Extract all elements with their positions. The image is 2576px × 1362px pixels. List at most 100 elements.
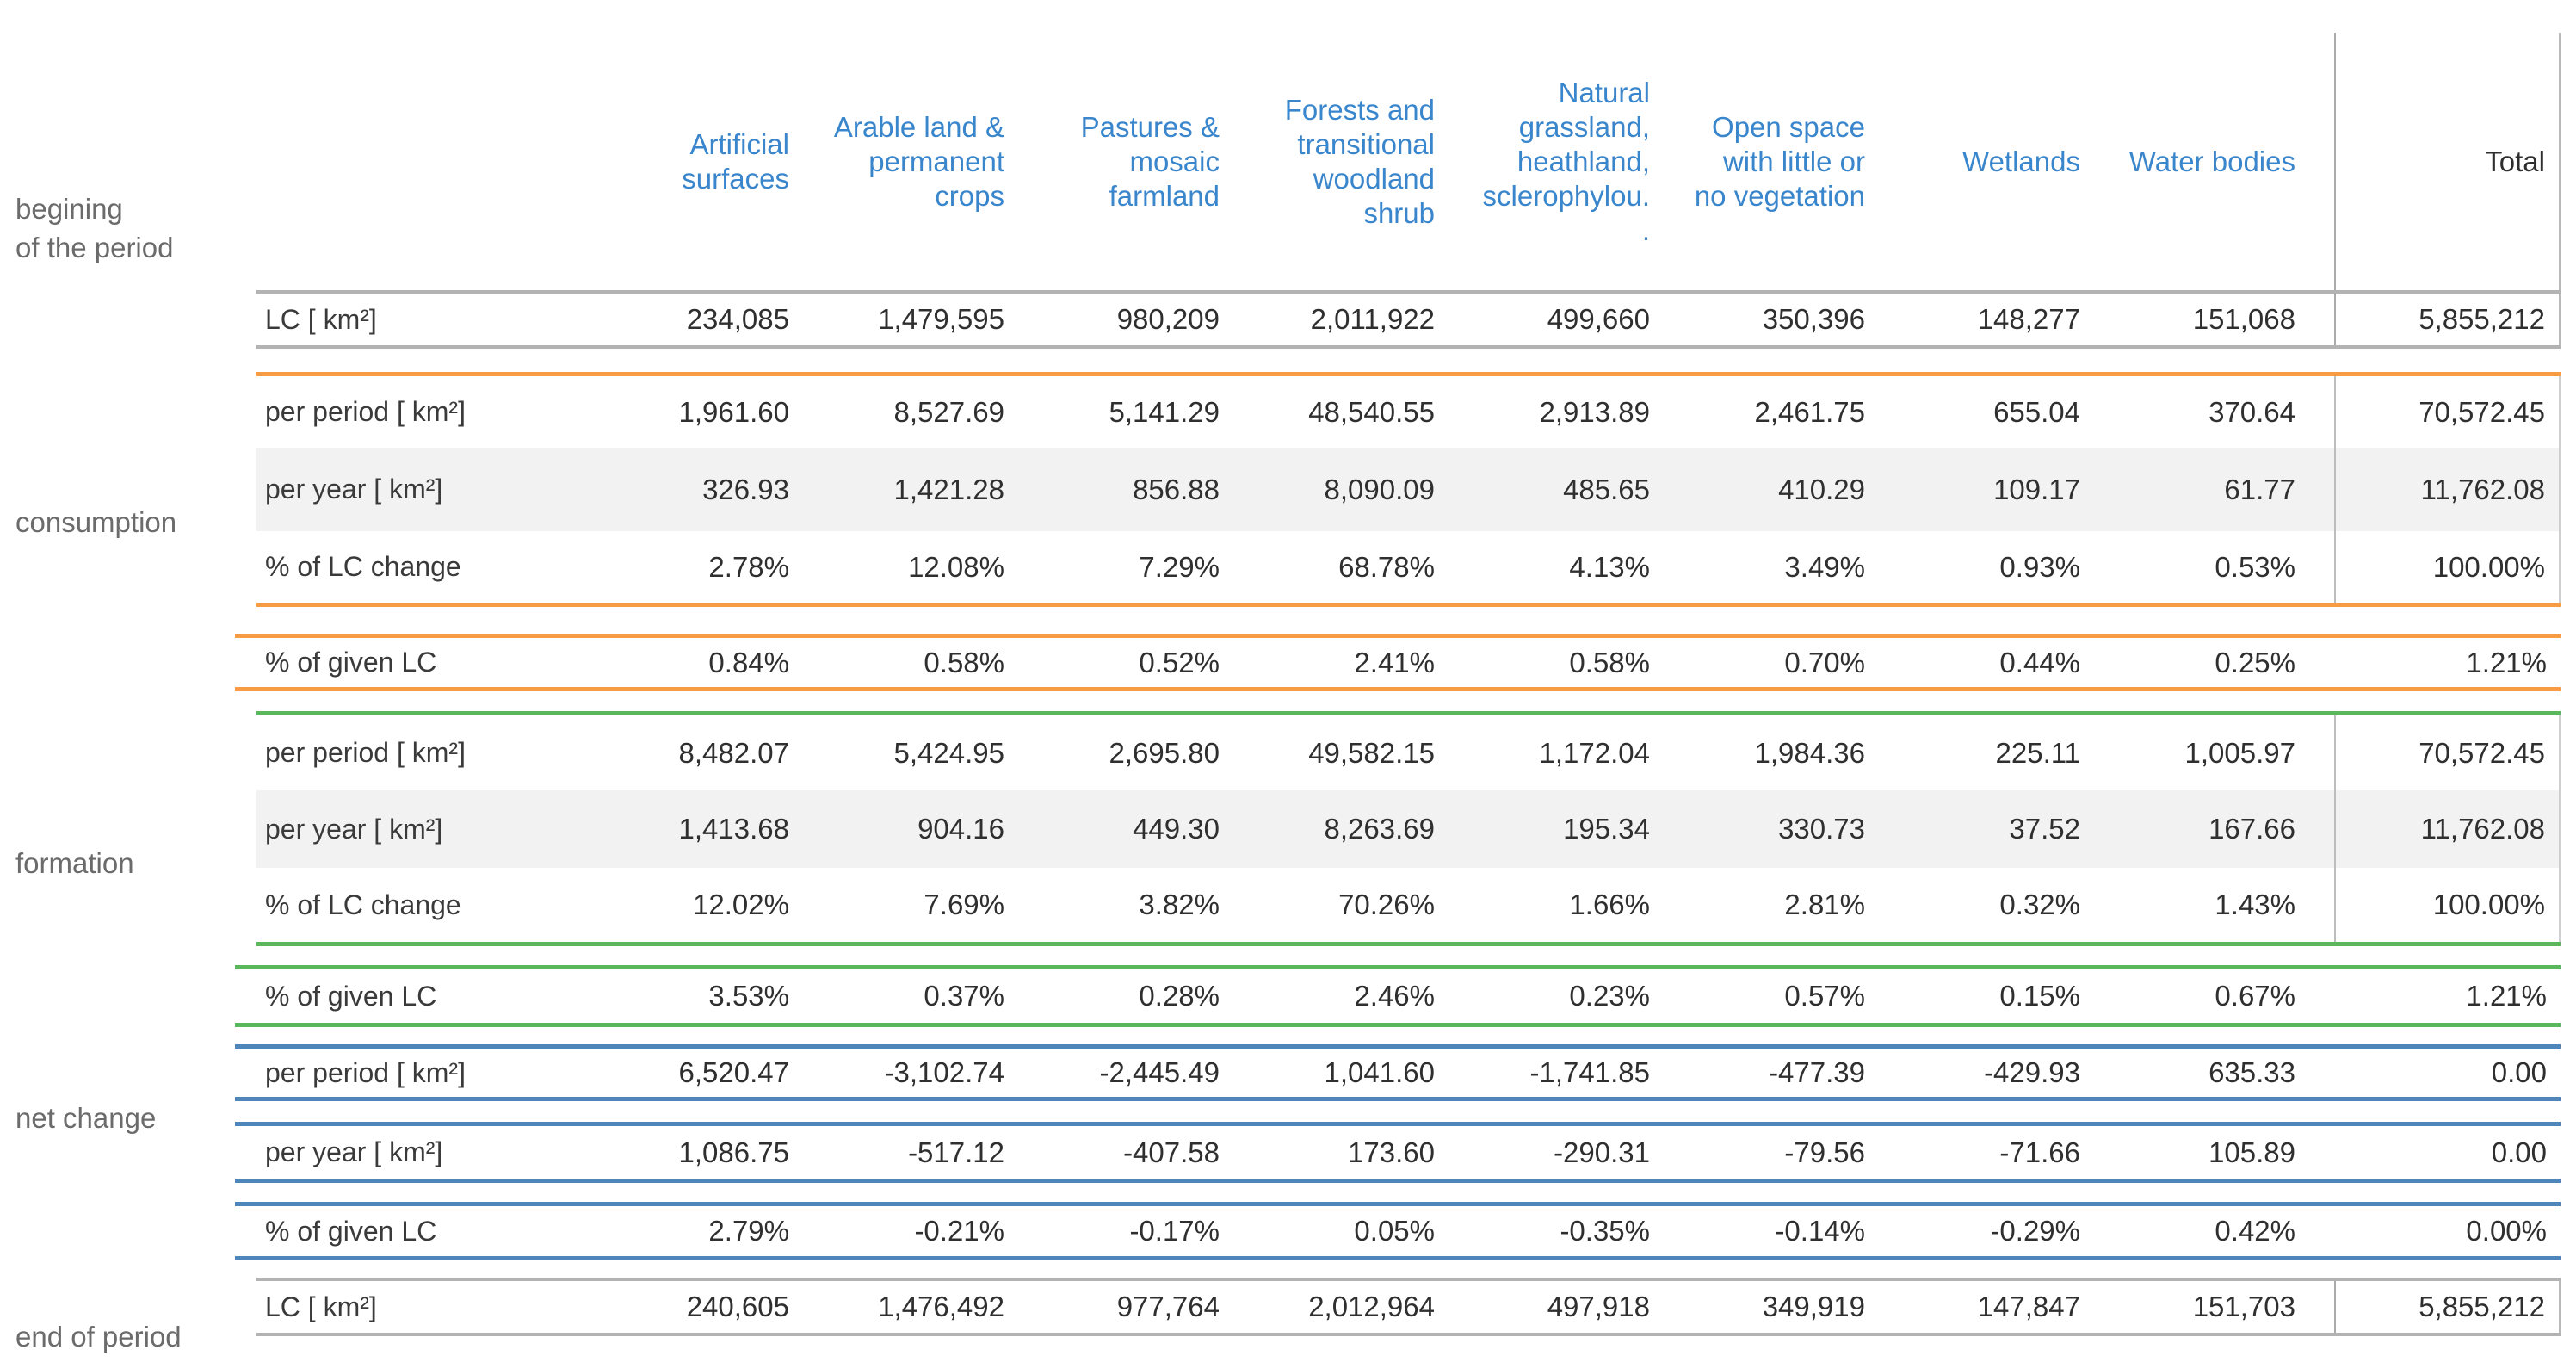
value-cell: 1,041.60: [1324, 1056, 1435, 1088]
value-cell: 0.57%: [1784, 980, 1865, 1012]
value-cell: 68.78%: [1338, 550, 1435, 583]
value-cell: 0.52%: [1139, 646, 1220, 678]
spacer: [0, 1027, 2576, 1044]
value-cell: 195.34: [1563, 813, 1650, 845]
value-cell: 370.64: [2208, 395, 2295, 428]
table-row-lc-begin: LC [ km²] 234,085 1,479,595 980,209 2,011,9…: [256, 290, 2561, 349]
value-cell: -79.56: [1784, 1136, 1865, 1168]
value-cell: -429.93: [1984, 1056, 2080, 1088]
value-cell: -2,445.49: [1099, 1056, 1220, 1088]
value-cell: 2.46%: [1354, 980, 1435, 1012]
consumption-given-lc-row: % of given LC 0.84% 0.58% 0.52% 2.41% 0.58% 0…: [235, 634, 2561, 691]
total-value-cell: 70,572.45: [2334, 715, 2561, 790]
value-cell: -0.21%: [914, 1215, 1004, 1247]
spacer: [0, 1260, 2576, 1278]
value-cell: 61.77: [2224, 473, 2295, 505]
value-cell: 349,919: [1762, 1291, 1865, 1322]
total-value-cell: 11,762.08: [2334, 448, 2561, 531]
value-cell: 147,847: [1977, 1291, 2080, 1322]
value-cell: 151,068: [2192, 303, 2295, 335]
value-cell: -407.58: [1123, 1136, 1220, 1168]
value-cell: 0.37%: [924, 980, 1004, 1012]
column-header-forests: Forests and transitional woodland shrub: [1284, 93, 1435, 229]
column-header-open-space: Open space with little or no vegetation: [1694, 110, 1865, 212]
value-cell: 0.05%: [1354, 1215, 1435, 1247]
net-change-per-period-row: per period [ km²] 6,520.47 -3,102.74 -2,44…: [235, 1044, 2561, 1101]
column-header-natural-grassland: Natural grassland, heathland, sclerophyl…: [1482, 76, 1650, 246]
row-label: per period [ km²]: [265, 396, 466, 427]
value-cell: 0.58%: [1569, 646, 1650, 678]
value-cell: 1,961.60: [678, 395, 789, 428]
total-value-cell: 5,855,212: [2334, 294, 2561, 345]
value-cell: 0.70%: [1784, 646, 1865, 678]
row-label: % of LC change: [265, 888, 461, 920]
value-cell: 1,421.28: [893, 473, 1004, 505]
value-cell: 3.82%: [1139, 888, 1220, 920]
total-value-cell: 0.00%: [2466, 1215, 2547, 1247]
total-value-cell: 11,762.08: [2334, 790, 2561, 868]
value-cell: 0.42%: [2215, 1215, 2295, 1247]
value-cell: 1.66%: [1569, 888, 1650, 920]
net-change-given-lc-row: % of given LC 2.79% -0.21% -0.17% 0.05% -0.3…: [235, 1202, 2561, 1260]
value-cell: 7.29%: [1139, 550, 1220, 583]
value-cell: 655.04: [1993, 395, 2080, 428]
column-header-water-bodies: Water bodies: [2128, 145, 2295, 177]
row-label: per year [ km²]: [265, 813, 443, 845]
section-label-formation: formation: [15, 847, 134, 879]
value-cell: 497,918: [1547, 1291, 1650, 1322]
spacer: [0, 1183, 2576, 1202]
formation-given-lc-row: % of given LC 3.53% 0.37% 0.28% 2.46% 0.23% 0…: [235, 965, 2561, 1027]
value-cell: 0.58%: [924, 646, 1004, 678]
value-cell: 0.15%: [1999, 980, 2080, 1012]
value-cell: 0.84%: [708, 646, 789, 678]
value-cell: 1,984.36: [1754, 736, 1865, 769]
value-cell: 0.25%: [2215, 646, 2295, 678]
spacer: [0, 691, 2576, 711]
value-cell: 5,424.95: [893, 736, 1004, 769]
value-cell: -477.39: [1769, 1056, 1865, 1088]
value-cell: 109.17: [1993, 473, 2080, 505]
value-cell: 2,461.75: [1754, 395, 1865, 428]
section-label-beginning: begining of the period: [15, 193, 174, 263]
total-value-cell: 5,855,212: [2334, 1281, 2561, 1333]
value-cell: -71.66: [1999, 1136, 2080, 1168]
value-cell: 0.67%: [2215, 980, 2295, 1012]
value-cell: -1,741.85: [1529, 1056, 1650, 1088]
spacer: [0, 946, 2576, 965]
value-cell: 240,605: [686, 1291, 789, 1322]
row-label: per period [ km²]: [265, 737, 466, 768]
value-cell: 2,012,964: [1308, 1291, 1435, 1322]
value-cell: 7.69%: [924, 888, 1004, 920]
value-cell: 70.26%: [1338, 888, 1435, 920]
value-cell: 2.81%: [1784, 888, 1865, 920]
value-cell: 8,527.69: [893, 395, 1004, 428]
value-cell: 326.93: [702, 473, 789, 505]
value-cell: -0.17%: [1129, 1215, 1220, 1247]
column-header-artificial-surfaces: Artificial surfaces: [682, 127, 789, 195]
value-cell: 37.52: [2009, 813, 2080, 845]
section-label-end-of-period: end of period: [15, 1321, 182, 1353]
total-value-cell: 70,572.45: [2334, 376, 2561, 448]
spacer: [0, 349, 2576, 372]
spacer: [0, 607, 2576, 634]
formation-block: per period [ km²] 8,482.07 5,424.95 2,695.…: [256, 711, 2561, 946]
total-value-cell: 100.00%: [2334, 868, 2561, 942]
value-cell: 105.89: [2208, 1136, 2295, 1168]
value-cell: 6,520.47: [678, 1056, 789, 1088]
value-cell: 8,090.09: [1324, 473, 1435, 505]
column-header-row: Artificial surfaces Arable land & perman…: [256, 33, 2561, 290]
value-cell: 499,660: [1547, 303, 1650, 335]
value-cell: 0.23%: [1569, 980, 1650, 1012]
value-cell: 48,540.55: [1308, 395, 1435, 428]
column-header-wetlands: Wetlands: [1962, 145, 2080, 177]
value-cell: 151,703: [2192, 1291, 2295, 1322]
value-cell: 2.41%: [1354, 646, 1435, 678]
total-value-cell: 0.00: [2491, 1056, 2547, 1088]
value-cell: 350,396: [1762, 303, 1865, 335]
value-cell: 4.13%: [1569, 550, 1650, 583]
row-label: % of given LC: [265, 1215, 437, 1247]
value-cell: 148,277: [1977, 303, 2080, 335]
value-cell: 1,413.68: [678, 813, 789, 845]
value-cell: 0.53%: [2215, 550, 2295, 583]
value-cell: 3.49%: [1784, 550, 1865, 583]
